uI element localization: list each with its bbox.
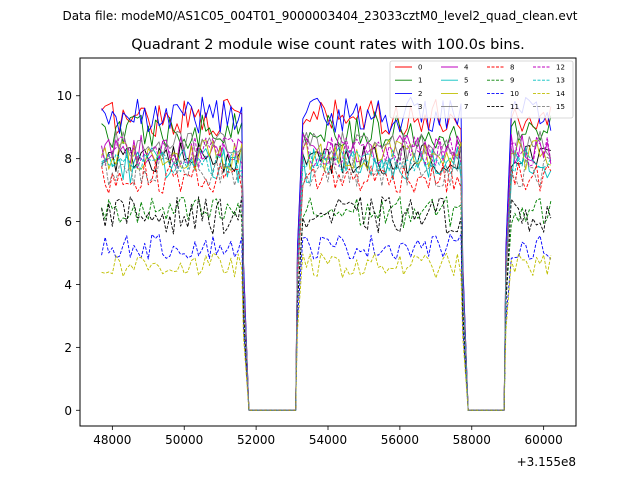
series-line-module-10 <box>101 233 552 411</box>
legend-entry-module-11: 11 <box>487 103 519 111</box>
y-tick-label: 2 <box>64 341 72 355</box>
legend-label: 8 <box>510 64 514 72</box>
legend-entry-module-10: 10 <box>487 90 519 98</box>
legend-label: 14 <box>556 90 565 98</box>
legend-entry-module-7: 7 <box>441 103 468 111</box>
legend-label: 1 <box>418 77 422 85</box>
legend-entry-module-13: 13 <box>533 77 565 85</box>
y-tick-label: 4 <box>64 278 72 292</box>
x-tick-label: 50000 <box>165 433 203 447</box>
legend-entry-module-9: 9 <box>487 77 514 85</box>
series-layer <box>101 96 552 411</box>
x-offset-label: +3.155e8 <box>517 455 576 469</box>
legend-entry-module-1: 1 <box>395 77 422 85</box>
legend-entry-module-2: 2 <box>395 90 422 98</box>
series-line-module-15 <box>101 155 552 411</box>
legend-label: 7 <box>464 103 468 111</box>
legend-label: 6 <box>464 90 469 98</box>
legend-label: 2 <box>418 90 422 98</box>
legend-label: 4 <box>464 64 469 72</box>
legend-label: 15 <box>556 103 565 111</box>
legend-label: 13 <box>556 77 565 85</box>
legend-box <box>389 60 574 119</box>
x-tick-label: 48000 <box>93 433 131 447</box>
legend-label: 0 <box>418 64 422 72</box>
legend-entry-module-3: 3 <box>395 103 422 111</box>
x-tick-label: 56000 <box>381 433 419 447</box>
legend-label: 9 <box>510 77 514 85</box>
legend-entry-module-5: 5 <box>441 77 468 85</box>
legend-label: 12 <box>556 64 565 72</box>
legend-label: 11 <box>510 103 519 111</box>
legend-label: 3 <box>418 103 422 111</box>
legend-entry-module-6: 6 <box>441 90 469 98</box>
chart-title: Quadrant 2 module wise count rates with … <box>131 37 525 53</box>
x-tick-label: 58000 <box>453 433 491 447</box>
legend-entry-module-12: 12 <box>533 64 565 72</box>
legend-entry-module-0: 0 <box>395 64 422 72</box>
legend-entry-module-4: 4 <box>441 64 469 72</box>
y-tick-label: 8 <box>64 152 72 166</box>
legend-entry-module-14: 14 <box>533 90 565 98</box>
legend-entry-module-15: 15 <box>533 103 565 111</box>
y-tick-label: 0 <box>64 404 72 418</box>
suptitle: Data file: modeM0/AS1C05_004T01_90000034… <box>62 9 577 23</box>
tick-layer: 48000 50000 52000 54000 56000 58000 60000 0 2 4 6 8… <box>57 89 563 447</box>
y-tick-label: 10 <box>57 89 72 103</box>
x-tick-label: 52000 <box>237 433 275 447</box>
legend-label: 5 <box>464 77 468 85</box>
legend-entry-module-8: 8 <box>487 64 514 72</box>
y-tick-label: 6 <box>64 215 72 229</box>
x-tick-label: 54000 <box>309 433 347 447</box>
legend-label: 10 <box>510 90 519 98</box>
x-tick-label: 60000 <box>525 433 563 447</box>
